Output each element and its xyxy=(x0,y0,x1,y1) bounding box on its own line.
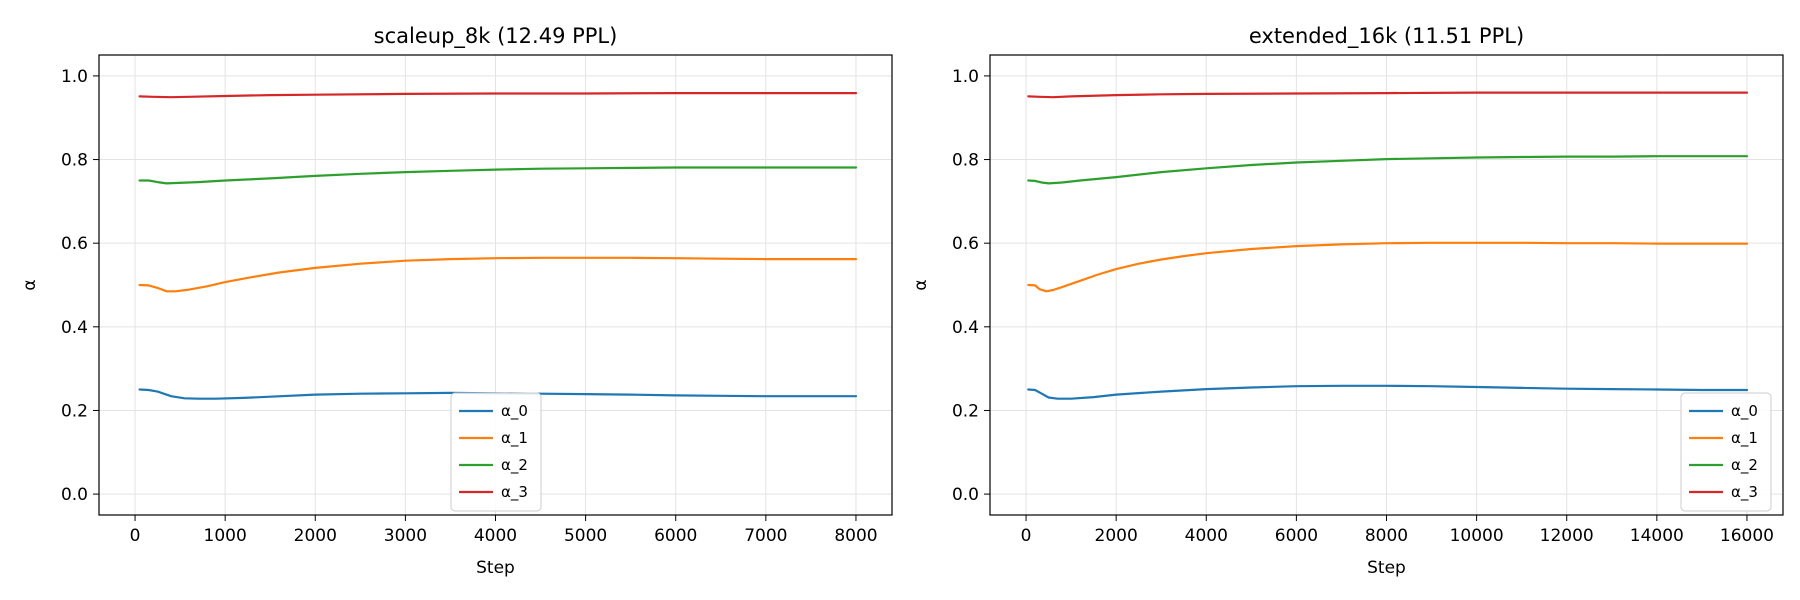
x-tick-label: 8000 xyxy=(1365,526,1408,546)
y-tick-label: 0.8 xyxy=(952,151,979,171)
legend-label: α_2 xyxy=(1731,456,1758,475)
x-tick-label: 0 xyxy=(1021,526,1032,546)
y-tick-label: 0.4 xyxy=(952,318,979,338)
y-tick-label: 1.0 xyxy=(952,67,979,87)
x-axis-label: Step xyxy=(1367,558,1406,578)
y-tick-label: 0.8 xyxy=(61,151,88,171)
y-axis-label: α xyxy=(911,279,931,290)
x-tick-label: 3000 xyxy=(384,526,427,546)
y-axis-label: α xyxy=(20,279,40,290)
series-line-alpha-1 xyxy=(138,256,858,293)
series-line-alpha-0 xyxy=(138,388,858,400)
x-tick-label: 14000 xyxy=(1630,526,1684,546)
legend-box xyxy=(450,392,542,512)
series-line-alpha-3 xyxy=(138,92,858,99)
x-tick-label: 7000 xyxy=(744,526,787,546)
legend: α_0 α_1 α_2 α_3 xyxy=(1680,392,1772,512)
y-tick-label: 0.2 xyxy=(952,401,979,421)
y-tick-label: 0.0 xyxy=(61,485,88,505)
x-tick-label: 0 xyxy=(130,526,141,546)
y-tick-label: 0.0 xyxy=(952,485,979,505)
x-tick-label: 1000 xyxy=(204,526,247,546)
x-tick-label: 4000 xyxy=(1185,526,1228,546)
x-tick-label: 8000 xyxy=(834,526,877,546)
x-tick-label: 6000 xyxy=(1275,526,1318,546)
y-tick-label: 0.4 xyxy=(61,318,88,338)
legend-label: α_2 xyxy=(501,456,528,475)
series-line-alpha-2 xyxy=(138,166,858,185)
legend-box xyxy=(1680,392,1772,512)
x-tick-label: 4000 xyxy=(474,526,517,546)
legend-label: α_1 xyxy=(1731,429,1758,448)
x-axis-label: Step xyxy=(476,558,515,578)
legend-label: α_1 xyxy=(501,429,528,448)
x-tick-label: 16000 xyxy=(1720,526,1774,546)
y-tick-label: 0.2 xyxy=(61,401,88,421)
chart-title: extended_16k (11.51 PPL) xyxy=(1249,24,1524,49)
series-line-alpha-3 xyxy=(1027,91,1749,99)
legend: α_0 α_1 α_2 α_3 xyxy=(450,392,542,512)
x-tick-label: 2000 xyxy=(294,526,337,546)
x-tick-label: 2000 xyxy=(1095,526,1138,546)
legend-label: α_0 xyxy=(1731,402,1758,421)
legend-label: α_3 xyxy=(501,483,528,502)
chart-title: scaleup_8k (12.49 PPL) xyxy=(374,24,618,49)
chart-panel-extended: 0 2000 4000 6000 8000 10000 12000 14000 16000 0.0… xyxy=(911,24,1784,578)
legend-label: α_3 xyxy=(1731,483,1758,502)
series-line-alpha-2 xyxy=(1027,155,1749,185)
legend-label: α_0 xyxy=(501,402,528,421)
y-tick-label: 1.0 xyxy=(61,67,88,87)
x-tick-label: 12000 xyxy=(1540,526,1594,546)
y-tick-label: 0.6 xyxy=(61,234,88,254)
series-line-alpha-1 xyxy=(1027,241,1749,293)
x-tick-label: 10000 xyxy=(1450,526,1504,546)
x-tick-label: 6000 xyxy=(654,526,697,546)
chart-panel-scaleup: 0 1000 2000 3000 4000 5000 6000 7000 8000 0.0 0.2 0… xyxy=(20,24,893,578)
x-tick-label: 5000 xyxy=(564,526,607,546)
y-tick-label: 0.6 xyxy=(952,234,979,254)
series-line-alpha-0 xyxy=(1027,384,1749,400)
